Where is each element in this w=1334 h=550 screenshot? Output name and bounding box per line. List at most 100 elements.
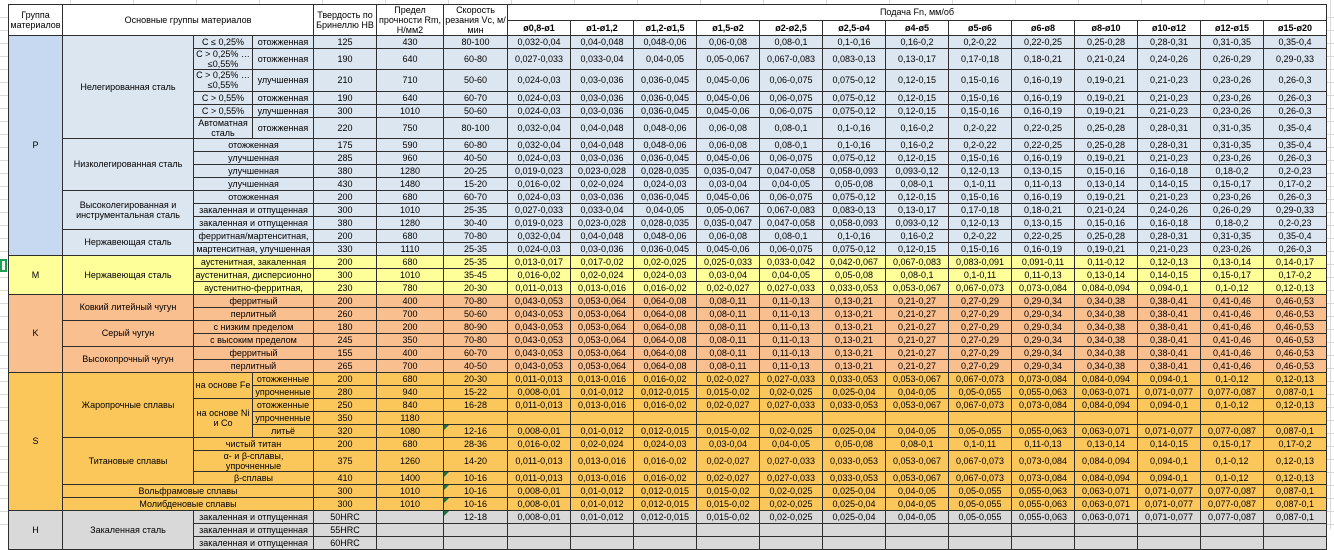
feed-cell[interactable]: 0,032-0,04 (507, 228, 571, 243)
feed-cell[interactable]: 0,094-0,1 (1137, 397, 1201, 412)
feed-cell[interactable]: 0,24-0,26 (1137, 48, 1201, 71)
cutting-speed-cell[interactable]: 80-100 (443, 116, 508, 139)
feed-cell[interactable]: 0,011-0,013 (507, 371, 571, 386)
strength-cell[interactable]: 1110 (376, 241, 444, 256)
feed-cell[interactable]: 0,29-0,34 (1011, 319, 1075, 334)
feed-cell[interactable]: 0,29-0,34 (1011, 332, 1075, 347)
feed-cell[interactable]: 0,063-0,071 (1074, 423, 1138, 438)
feed-cell[interactable]: 0,18-0,21 (1011, 48, 1075, 71)
feed-cell[interactable]: 0,071-0,077 (1137, 384, 1201, 399)
feed-cell[interactable]: 0,1-0,16 (822, 116, 886, 139)
material-cell[interactable]: с низким пределом (193, 319, 314, 334)
feed-cell[interactable]: 0,08-0,11 (696, 293, 760, 308)
feed-cell[interactable]: 0,077-0,087 (1200, 384, 1264, 399)
feed-cell[interactable]: 0,21-0,23 (1137, 69, 1201, 92)
feed-cell[interactable]: 0,04-0,048 (570, 228, 634, 243)
feed-cell[interactable]: 0,094-0,1 (1137, 470, 1201, 485)
feed-cell[interactable] (885, 535, 949, 550)
feed-cell[interactable]: 0,15-0,17 (1200, 436, 1264, 451)
feed-cell[interactable]: 0,46-0,53 (1263, 293, 1327, 308)
cutting-speed-cell[interactable]: 15-22 (443, 384, 508, 399)
feed-cell[interactable]: 0,064-0,08 (633, 332, 697, 347)
material-cell[interactable]: Закаленная сталь (62, 509, 194, 550)
feed-cell[interactable]: 0,08-0,11 (696, 345, 760, 360)
cutting-speed-cell[interactable]: 50-60 (443, 69, 508, 92)
feed-cell[interactable]: 0,08-0,1 (885, 176, 949, 191)
feed-cell[interactable]: 0,015-0,02 (696, 423, 760, 438)
material-cell[interactable]: отожженные (252, 371, 314, 386)
hardness-cell[interactable]: 375 (313, 449, 377, 472)
material-cell[interactable]: упрочненные (252, 384, 314, 399)
feed-cell[interactable]: 0,02-0,027 (696, 449, 760, 472)
feed-cell[interactable]: 0,17-0,18 (948, 48, 1012, 71)
feed-cell[interactable]: 0,025-0,04 (822, 384, 886, 399)
hardness-cell[interactable]: 200 (313, 371, 377, 386)
feed-cell[interactable]: 0,067-0,073 (948, 280, 1012, 295)
hardness-cell[interactable]: 260 (313, 306, 377, 321)
feed-cell[interactable]: 0,26-0,3 (1263, 189, 1327, 204)
feed-cell[interactable]: 0,1-0,12 (1200, 371, 1264, 386)
feed-cell[interactable]: 0,023-0,028 (570, 215, 634, 230)
feed-cell[interactable]: 0,04-0,05 (885, 496, 949, 511)
cutting-speed-cell[interactable]: 15-20 (443, 176, 508, 191)
cutting-speed-cell[interactable]: 60-70 (443, 90, 508, 105)
feed-cell[interactable]: 0,045-0,06 (696, 241, 760, 256)
feed-cell[interactable]: 0,019-0,023 (507, 163, 571, 178)
feed-cell[interactable]: 0,29-0,34 (1011, 293, 1075, 308)
feed-cell[interactable]: 0,34-0,38 (1074, 293, 1138, 308)
material-cell[interactable]: Нелегированная сталь (62, 35, 194, 139)
material-cell[interactable]: α- и β-сплавы, упрочненные (193, 449, 314, 472)
strength-cell[interactable]: 700 (376, 306, 444, 321)
feed-cell[interactable] (759, 522, 823, 537)
feed-cell[interactable]: 0,13-0,21 (822, 319, 886, 334)
feed-cell[interactable]: 0,04-0,05 (759, 176, 823, 191)
material-cell[interactable]: C > 0,25% … ≤0,55% (193, 69, 253, 92)
feed-cell[interactable] (696, 522, 760, 537)
feed-cell[interactable]: 0,013-0,016 (570, 470, 634, 485)
hardness-cell[interactable]: 125 (313, 35, 377, 50)
feed-cell[interactable]: 0,19-0,21 (1074, 150, 1138, 165)
cutting-speed-cell[interactable]: 25-35 (443, 254, 508, 269)
feed-cell[interactable]: 0,05-0,067 (696, 48, 760, 71)
feed-cell[interactable]: 0,012-0,015 (633, 509, 697, 524)
material-cell[interactable]: Вольфрамовые сплавы (62, 483, 314, 498)
feed-cell[interactable]: 0,035-0,047 (696, 215, 760, 230)
feed-cell[interactable]: 0,13-0,17 (885, 202, 949, 217)
feed-cell[interactable] (948, 410, 1012, 425)
feed-cell[interactable]: 0,05-0,055 (948, 483, 1012, 498)
feed-cell[interactable]: 0,067-0,073 (948, 397, 1012, 412)
cutting-speed-cell[interactable]: 12-16 (443, 423, 508, 438)
feed-cell[interactable]: 0,12-0,15 (885, 150, 949, 165)
strength-cell[interactable]: 1010 (376, 202, 444, 217)
header-diameter-range[interactable]: ø4-ø5 (885, 19, 949, 37)
feed-cell[interactable]: 0,075-0,12 (822, 150, 886, 165)
cutting-speed-cell[interactable]: 70-80 (443, 332, 508, 347)
cutting-speed-cell[interactable]: 60-70 (443, 345, 508, 360)
feed-cell[interactable]: 0,13-0,14 (1200, 254, 1264, 269)
material-cell[interactable]: Молибденовые сплавы (62, 496, 314, 511)
feed-cell[interactable]: 0,41-0,46 (1200, 332, 1264, 347)
feed-cell[interactable]: 0,22-0,25 (1011, 228, 1075, 243)
material-cell[interactable]: ферритная/мартенситная, (193, 228, 314, 243)
strength-cell[interactable]: 680 (376, 254, 444, 269)
feed-cell[interactable]: 0,073-0,084 (1011, 397, 1075, 412)
strength-cell[interactable] (376, 535, 444, 550)
feed-cell[interactable]: 0,047-0,058 (759, 215, 823, 230)
feed-cell[interactable]: 0,08-0,11 (696, 306, 760, 321)
feed-cell[interactable] (1137, 522, 1201, 537)
material-cell[interactable]: закаленная и отпущенная (193, 509, 314, 524)
material-cell[interactable]: закаленная и отпущенная (193, 535, 314, 550)
feed-cell[interactable]: 0,008-0,01 (507, 423, 571, 438)
feed-cell[interactable]: 0,11-0,13 (759, 332, 823, 347)
feed-cell[interactable]: 0,036-0,045 (633, 69, 697, 92)
material-cell[interactable]: аустенитная, дисперсионно (193, 267, 314, 282)
feed-cell[interactable]: 0,12-0,15 (885, 189, 949, 204)
strength-cell[interactable]: 1480 (376, 176, 444, 191)
group-letter-cell[interactable]: M (8, 254, 63, 295)
feed-cell[interactable]: 0,19-0,21 (1074, 103, 1138, 118)
feed-cell[interactable]: 0,1-0,16 (822, 228, 886, 243)
feed-cell[interactable]: 0,04-0,048 (570, 116, 634, 139)
feed-cell[interactable]: 0,016-0,02 (633, 280, 697, 295)
feed-cell[interactable]: 0,087-0,1 (1263, 384, 1327, 399)
feed-cell[interactable]: 0,15-0,16 (948, 150, 1012, 165)
